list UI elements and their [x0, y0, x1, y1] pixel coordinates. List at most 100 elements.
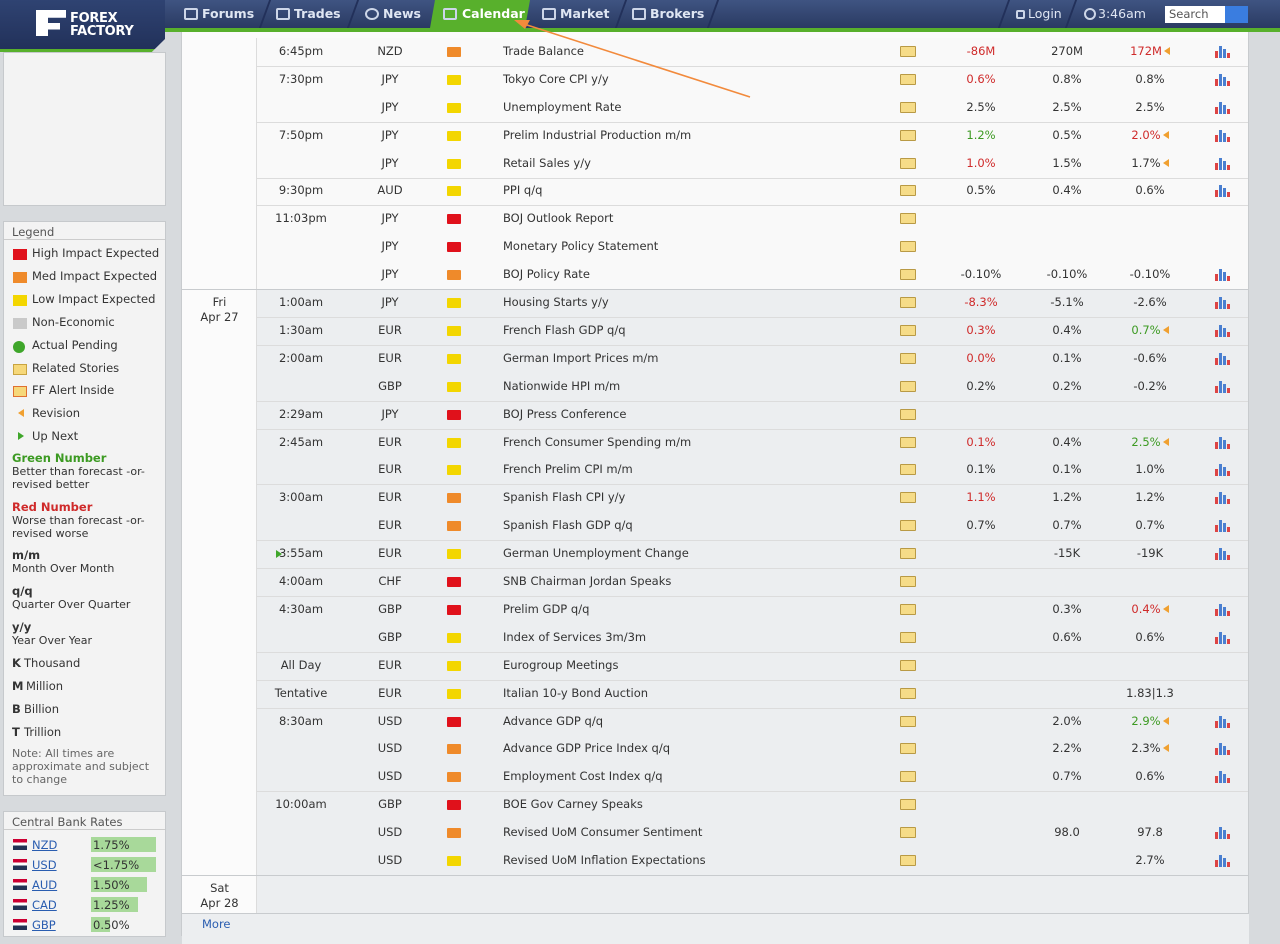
event[interactable]: BOJ Policy Rate: [503, 267, 590, 282]
event[interactable]: German Import Prices m/m: [503, 350, 659, 365]
event[interactable]: Spanish Flash CPI y/y: [503, 490, 626, 505]
detail-icon[interactable]: [900, 269, 916, 281]
nav-item[interactable]: News: [361, 0, 431, 28]
chart-icon[interactable]: [1215, 518, 1230, 533]
detail-icon[interactable]: [900, 324, 916, 336]
currency-link[interactable]: AUD: [32, 878, 58, 892]
previous-cell: 0.8%: [1105, 72, 1195, 86]
event[interactable]: French Flash GDP q/q: [503, 322, 626, 337]
chart-icon[interactable]: [1215, 351, 1230, 365]
chart-icon[interactable]: [1215, 128, 1230, 142]
chart-icon[interactable]: [1215, 295, 1230, 310]
nav-item[interactable]: Market: [538, 0, 623, 28]
detail-icon[interactable]: [900, 241, 916, 253]
chart-icon[interactable]: [1215, 853, 1230, 868]
event[interactable]: Employment Cost Index q/q: [503, 769, 663, 784]
detail-icon[interactable]: [900, 771, 916, 783]
nav-item[interactable]: Trades: [272, 0, 357, 28]
detail-icon[interactable]: [900, 352, 916, 364]
event[interactable]: BOE Gov Carney Speaks: [503, 797, 643, 812]
detail-icon[interactable]: [900, 157, 916, 169]
event[interactable]: Advance GDP Price Index q/q: [503, 741, 671, 756]
detail-icon[interactable]: [900, 855, 916, 867]
logo[interactable]: FOREX FACTORY: [0, 0, 165, 52]
chart-icon[interactable]: [1215, 825, 1230, 840]
event[interactable]: Index of Services 3m/3m: [503, 629, 647, 644]
more-link[interactable]: More: [202, 917, 231, 931]
nav-item[interactable]: Forums: [180, 0, 260, 28]
event[interactable]: Monetary Policy Statement: [503, 239, 659, 254]
detail-icon[interactable]: [900, 715, 916, 727]
detail-icon[interactable]: [900, 129, 916, 141]
detail-icon[interactable]: [900, 799, 916, 811]
chart-icon[interactable]: [1215, 769, 1230, 784]
chart-icon[interactable]: [1215, 462, 1230, 477]
detail-icon[interactable]: [900, 436, 916, 448]
event[interactable]: French Consumer Spending m/m: [503, 434, 692, 449]
chart-icon[interactable]: [1215, 435, 1230, 449]
chart-icon[interactable]: [1215, 323, 1230, 337]
chart-icon[interactable]: [1215, 546, 1230, 561]
event[interactable]: Eurogroup Meetings: [503, 657, 619, 672]
chart-icon[interactable]: [1215, 490, 1230, 505]
event[interactable]: Tokyo Core CPI y/y: [503, 71, 609, 86]
detail-icon[interactable]: [900, 492, 916, 504]
event[interactable]: PPI q/q: [503, 183, 543, 198]
detail-icon[interactable]: [900, 380, 916, 392]
event[interactable]: Advance GDP q/q: [503, 713, 603, 728]
chart-icon[interactable]: [1215, 183, 1230, 198]
search-button[interactable]: [1225, 6, 1248, 23]
detail-icon[interactable]: [900, 520, 916, 532]
event[interactable]: Revised UoM Inflation Expectations: [503, 853, 706, 868]
event[interactable]: Italian 10-y Bond Auction: [503, 685, 649, 700]
chart-icon[interactable]: [1215, 602, 1230, 616]
event[interactable]: BOJ Press Conference: [503, 406, 627, 421]
chart-icon[interactable]: [1215, 714, 1230, 728]
event[interactable]: Unemployment Rate: [503, 99, 622, 114]
chart-icon[interactable]: [1215, 630, 1230, 644]
detail-icon[interactable]: [900, 659, 916, 671]
event[interactable]: Nationwide HPI m/m: [503, 378, 621, 393]
chart-icon[interactable]: [1215, 72, 1230, 86]
detail-icon[interactable]: [900, 687, 916, 699]
event[interactable]: Trade Balance: [503, 43, 585, 58]
detail-icon[interactable]: [900, 213, 916, 225]
event[interactable]: Prelim Industrial Production m/m: [503, 127, 692, 142]
detail-icon[interactable]: [900, 73, 916, 85]
event[interactable]: German Unemployment Change: [503, 546, 689, 561]
nav-item-active[interactable]: Calendar: [430, 0, 530, 28]
detail-icon[interactable]: [900, 827, 916, 839]
detail-icon[interactable]: [900, 576, 916, 588]
currency-link[interactable]: NZD: [32, 838, 58, 852]
detail-icon[interactable]: [900, 185, 916, 197]
chart-icon[interactable]: [1215, 44, 1230, 58]
detail-icon[interactable]: [900, 603, 916, 615]
currency-link[interactable]: GBP: [32, 918, 56, 932]
event[interactable]: Revised UoM Consumer Sentiment: [503, 825, 703, 840]
currency-link[interactable]: CAD: [32, 898, 57, 912]
detail-icon[interactable]: [900, 743, 916, 755]
detail-icon[interactable]: [900, 297, 916, 309]
chart-icon[interactable]: [1215, 267, 1230, 282]
chart-icon[interactable]: [1215, 100, 1230, 114]
event[interactable]: Spanish Flash GDP q/q: [503, 518, 633, 533]
detail-icon[interactable]: [900, 464, 916, 476]
chart-icon[interactable]: [1215, 379, 1230, 393]
chart-icon[interactable]: [1215, 741, 1230, 756]
event[interactable]: Housing Starts y/y: [503, 295, 609, 310]
event[interactable]: Prelim GDP q/q: [503, 601, 590, 616]
event[interactable]: BOJ Outlook Report: [503, 211, 614, 226]
detail-icon[interactable]: [900, 408, 916, 420]
currency-link[interactable]: USD: [32, 858, 57, 872]
event[interactable]: French Prelim CPI m/m: [503, 462, 633, 477]
nav-item[interactable]: Brokers: [628, 0, 718, 28]
detail-icon[interactable]: [900, 548, 916, 560]
login[interactable]: Login: [1012, 0, 1072, 28]
event[interactable]: SNB Chairman Jordan Speaks: [503, 574, 672, 589]
detail-icon[interactable]: [900, 101, 916, 113]
detail-icon[interactable]: [900, 45, 916, 57]
event[interactable]: Retail Sales y/y: [503, 155, 591, 170]
search-input[interactable]: Search: [1165, 6, 1225, 23]
detail-icon[interactable]: [900, 631, 916, 643]
chart-icon[interactable]: [1215, 156, 1230, 170]
